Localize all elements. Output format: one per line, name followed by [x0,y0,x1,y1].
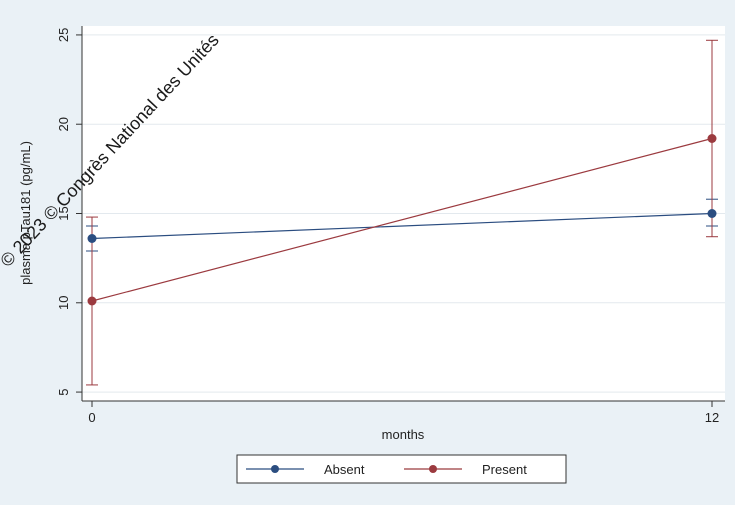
data-point-present [707,134,717,143]
legend-marker-absent [271,465,279,473]
y-tick-label: 15 [56,206,71,220]
legend-items: Absent Present [246,462,527,477]
x-axis-label: months [382,427,425,442]
series-line-present [91,137,713,302]
y-ticks: 5 10 15 20 25 [56,28,82,396]
data-point-absent [87,234,97,243]
y-tick-label: 20 [56,117,71,131]
series-points [87,134,717,306]
series-line-absent [91,212,713,240]
y-tick-label: 10 [56,296,71,310]
legend-label-absent: Absent [324,462,365,477]
y-axis-label: plasma pTau181 (pg/mL) [18,141,33,285]
series-lines [91,137,713,302]
legend-label-present: Present [482,462,527,477]
legend: Absent Present [236,454,567,484]
data-point-absent [707,209,717,218]
x-tick-label: 0 [88,410,95,425]
legend-marker-present [429,465,437,473]
data-point-present [87,296,97,306]
grid [82,34,725,393]
x-ticks: 0 12 [88,401,719,425]
x-tick-label: 12 [705,410,719,425]
y-tick-label: 25 [56,28,71,42]
y-tick-label: 5 [56,388,71,395]
